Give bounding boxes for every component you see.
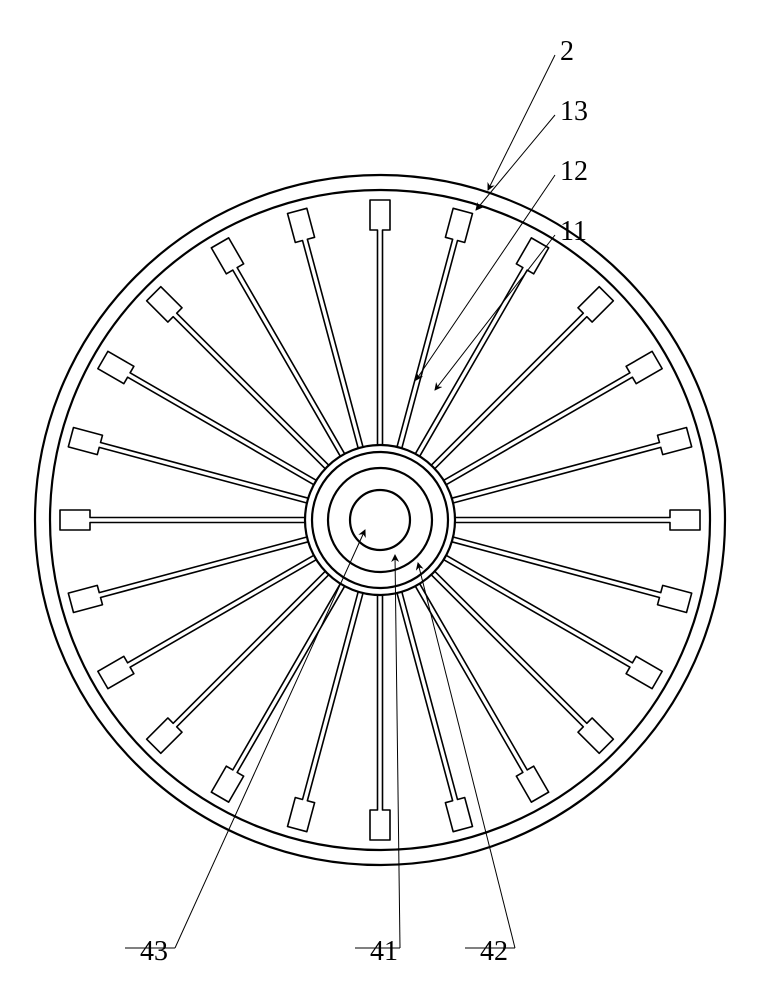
callout-label-13: 13	[560, 96, 588, 127]
spoke	[288, 208, 363, 448]
spoke	[370, 595, 390, 840]
spoke	[68, 537, 308, 612]
spoke	[60, 510, 305, 530]
spoke	[444, 555, 662, 688]
spoke	[98, 351, 316, 484]
leader-lines	[125, 55, 555, 948]
leader-line	[175, 530, 365, 948]
spoke	[68, 428, 308, 503]
callout-label-2: 2	[560, 36, 574, 67]
spoke	[415, 584, 548, 802]
hub	[305, 445, 455, 595]
spoke	[444, 351, 662, 484]
spokes	[60, 200, 700, 840]
leader-line	[488, 55, 555, 190]
leader-line	[418, 563, 515, 948]
leader-line	[476, 115, 555, 210]
leader-line	[395, 555, 400, 948]
callout-label-43: 43	[140, 936, 168, 967]
callout-label-41: 41	[370, 936, 398, 967]
callout-label-12: 12	[560, 156, 588, 187]
spoke	[455, 510, 700, 530]
spoke	[452, 537, 692, 612]
callout-label-42: 42	[480, 936, 508, 967]
diagram-canvas: 2 13 12 11 43 41 42	[0, 0, 783, 1000]
spoke	[98, 555, 316, 688]
callout-label-11: 11	[560, 216, 587, 247]
spoke	[211, 238, 344, 456]
spoke	[415, 238, 548, 456]
spoke	[370, 200, 390, 445]
spoke	[211, 584, 344, 802]
spoke	[397, 208, 472, 448]
outer-ring	[35, 175, 725, 865]
spoke	[452, 428, 692, 503]
leader-line	[416, 175, 555, 380]
spoke	[288, 592, 363, 832]
